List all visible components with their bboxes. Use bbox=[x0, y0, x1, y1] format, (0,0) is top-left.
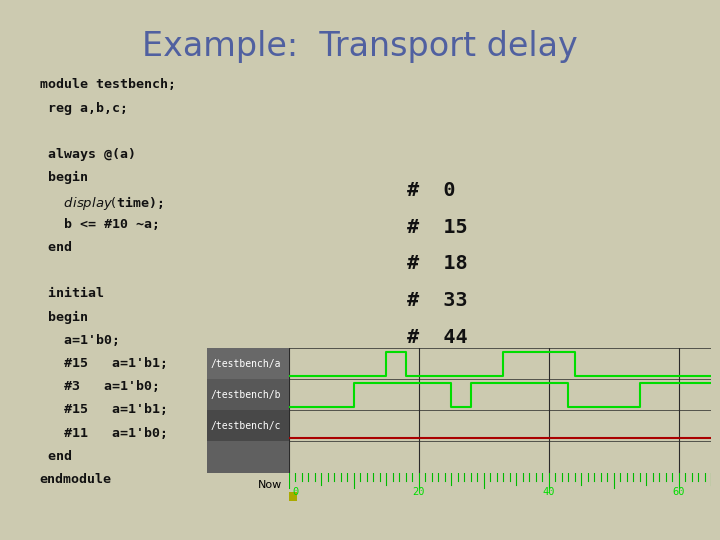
Text: 40: 40 bbox=[543, 487, 555, 497]
Text: #  0: # 0 bbox=[407, 181, 455, 200]
Bar bbox=[207, 379, 289, 410]
Text: #  18: # 18 bbox=[407, 254, 467, 273]
Text: /testbench/a: /testbench/a bbox=[211, 359, 282, 369]
Text: begin: begin bbox=[40, 310, 88, 323]
Text: $display($time);: $display($time); bbox=[40, 194, 163, 212]
Text: 20: 20 bbox=[413, 487, 425, 497]
Text: #  15: # 15 bbox=[407, 218, 467, 237]
Text: #15   a=1'b1;: #15 a=1'b1; bbox=[40, 403, 168, 416]
Text: initial: initial bbox=[40, 287, 104, 300]
Text: #15   a=1'b1;: #15 a=1'b1; bbox=[40, 357, 168, 370]
Text: #11   a=1'b0;: #11 a=1'b0; bbox=[40, 427, 168, 440]
Bar bbox=[207, 442, 289, 472]
Text: /testbench/c: /testbench/c bbox=[211, 421, 282, 431]
Bar bbox=[289, 491, 297, 501]
Text: always @(a): always @(a) bbox=[40, 148, 135, 161]
Text: reg a,b,c;: reg a,b,c; bbox=[40, 102, 127, 114]
Text: b <= #10 ~a;: b <= #10 ~a; bbox=[40, 218, 160, 231]
Text: a=1'b0;: a=1'b0; bbox=[40, 334, 120, 347]
Text: Now: Now bbox=[258, 480, 282, 490]
Text: end: end bbox=[40, 450, 71, 463]
Text: #  44: # 44 bbox=[407, 328, 467, 347]
Text: /testbench/b: /testbench/b bbox=[211, 390, 282, 400]
Text: #3   a=1'b0;: #3 a=1'b0; bbox=[40, 380, 160, 393]
Bar bbox=[207, 348, 289, 379]
Text: module testbench;: module testbench; bbox=[40, 78, 176, 91]
Text: end: end bbox=[40, 241, 71, 254]
Bar bbox=[207, 410, 289, 442]
Text: 60: 60 bbox=[672, 487, 685, 497]
Text: #  33: # 33 bbox=[407, 291, 467, 310]
Text: begin: begin bbox=[40, 171, 88, 184]
Text: Example:  Transport delay: Example: Transport delay bbox=[142, 30, 578, 63]
Text: 0: 0 bbox=[292, 487, 298, 497]
Text: endmodule: endmodule bbox=[40, 473, 112, 486]
